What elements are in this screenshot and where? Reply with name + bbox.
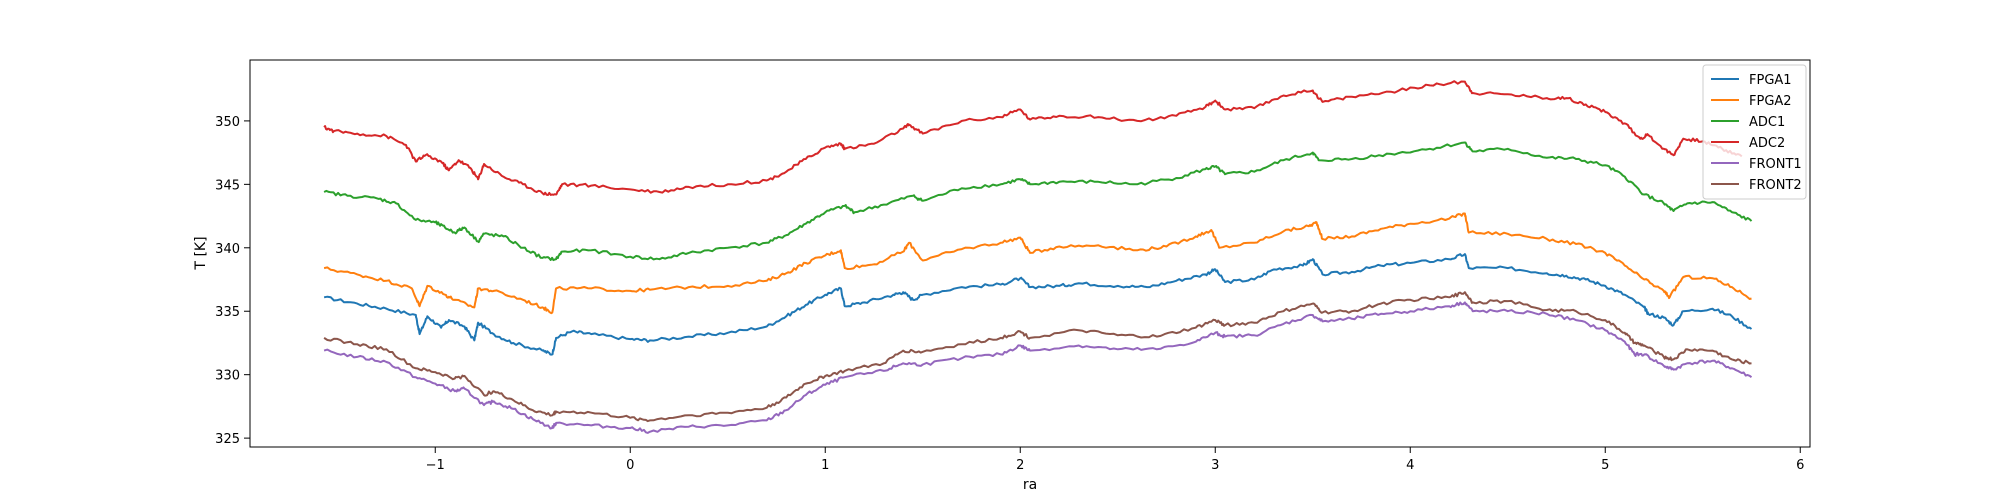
legend-label-fpga2: FPGA2 bbox=[1749, 94, 1792, 109]
series-layer bbox=[323, 80, 1753, 434]
legend: FPGA1 FPGA2 ADC1 ADC2 FRONT1 FRONT2 bbox=[1702, 64, 1807, 200]
legend-label-fpga1: FPGA1 bbox=[1749, 73, 1792, 88]
x-axis-label: ra bbox=[1023, 477, 1037, 493]
y-axis-label: T [K] bbox=[193, 236, 209, 270]
x-tick-label: 4 bbox=[1406, 458, 1414, 473]
legend-label-front2: FRONT2 bbox=[1749, 178, 1802, 193]
y-tick-label: 325 bbox=[215, 432, 240, 447]
y-axis-ticks: 325 330 335 340 345 350 bbox=[215, 115, 250, 447]
series-line-fpga1 bbox=[323, 253, 1753, 356]
x-tick-label: 0 bbox=[626, 458, 634, 473]
x-tick-label: −1 bbox=[426, 458, 445, 473]
x-tick-label: 3 bbox=[1211, 458, 1219, 473]
x-tick-label: 2 bbox=[1016, 458, 1024, 473]
legend-label-front1: FRONT1 bbox=[1749, 157, 1802, 172]
series-line-front1 bbox=[323, 301, 1753, 434]
x-tick-label: 1 bbox=[821, 458, 829, 473]
legend-label-adc2: ADC2 bbox=[1749, 136, 1785, 151]
y-tick-label: 335 bbox=[215, 305, 240, 320]
legend-box bbox=[1702, 64, 1807, 200]
series-line-adc2 bbox=[323, 80, 1743, 196]
y-tick-label: 345 bbox=[215, 178, 240, 193]
legend-label-adc1: ADC1 bbox=[1749, 115, 1785, 130]
x-tick-label: 5 bbox=[1601, 458, 1609, 473]
x-tick-label: 6 bbox=[1796, 458, 1804, 473]
series-line-fpga2 bbox=[323, 212, 1752, 315]
y-tick-label: 330 bbox=[215, 369, 240, 384]
series-line-front2 bbox=[323, 291, 1752, 423]
plot-frame bbox=[249, 59, 1811, 448]
y-tick-label: 340 bbox=[215, 242, 240, 257]
x-axis-ticks: −1 0 1 2 3 4 5 6 bbox=[426, 447, 1804, 473]
y-tick-label: 350 bbox=[215, 115, 240, 130]
series-line-adc1 bbox=[323, 141, 1753, 262]
